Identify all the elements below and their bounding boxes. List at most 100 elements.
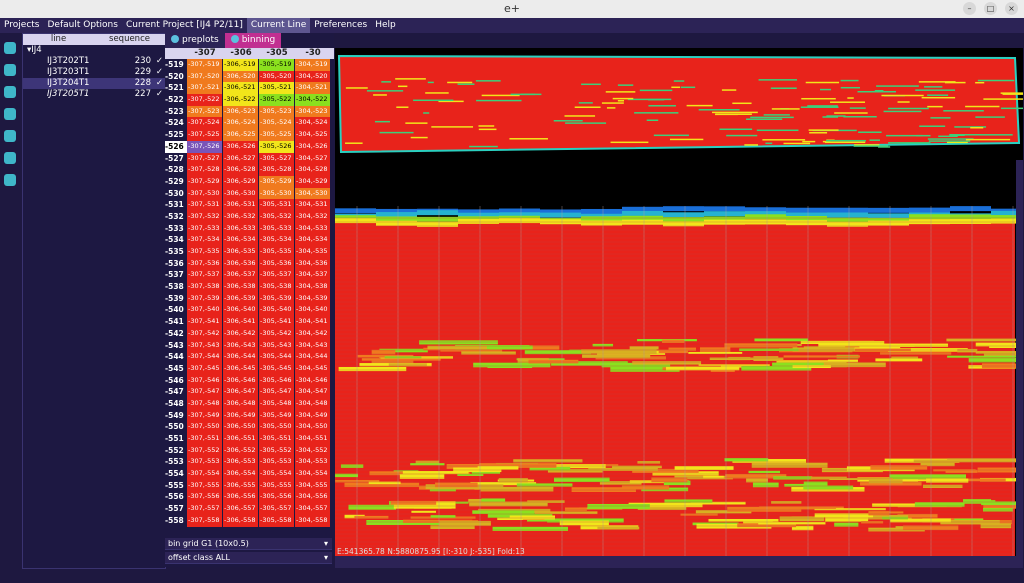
bin-cell[interactable]: -305,-526 xyxy=(259,140,295,153)
bin-cell[interactable]: -307,-537 xyxy=(187,269,223,282)
bin-cell[interactable]: -307,-546 xyxy=(187,374,223,387)
bin-cell[interactable]: -305,-519 xyxy=(259,59,295,71)
bin-cell[interactable]: -305,-557 xyxy=(259,503,295,515)
bin-cell[interactable]: -306,-530 xyxy=(223,187,259,200)
bin-cell[interactable]: -305,-544 xyxy=(259,351,295,363)
bin-cell[interactable]: -304,-545 xyxy=(295,362,331,375)
bin-cell[interactable]: -304,-558 xyxy=(295,514,331,527)
bin-cell[interactable]: -304,-532 xyxy=(295,210,331,223)
maximize[interactable]: □ xyxy=(984,2,997,15)
bin-cell[interactable]: -305,-535 xyxy=(259,246,295,258)
tool[interactable] xyxy=(4,108,16,120)
bin-cell[interactable]: -306,-522 xyxy=(223,94,259,106)
tree-root[interactable]: ▾ IJ4 xyxy=(27,45,42,55)
bin-cell[interactable]: -305,-554 xyxy=(259,468,295,480)
bin-cell[interactable]: -304,-552 xyxy=(295,444,331,457)
bin-cell[interactable]: -304,-538 xyxy=(295,281,331,293)
bin-cell[interactable]: -307,-533 xyxy=(187,222,223,235)
bin-cell[interactable]: -305,-543 xyxy=(259,339,295,352)
bin-cell[interactable]: -307,-530 xyxy=(187,187,223,200)
menu-item[interactable]: Preferences xyxy=(314,20,368,30)
bin-cell[interactable]: -305,-548 xyxy=(259,397,295,410)
bin-cell[interactable]: -305,-549 xyxy=(259,409,295,422)
close[interactable]: × xyxy=(1005,2,1018,15)
bin-cell[interactable]: -306,-541 xyxy=(223,316,259,328)
bin-cell[interactable]: -306,-555 xyxy=(223,479,259,492)
bin-cell[interactable]: -305,-540 xyxy=(259,304,295,317)
tool[interactable] xyxy=(4,174,16,186)
bin-cell[interactable]: -304,-525 xyxy=(295,129,331,141)
bin-cell[interactable]: -304,-554 xyxy=(295,468,331,480)
bin-cell[interactable]: -306,-529 xyxy=(223,175,259,188)
bin-cell[interactable]: -307,-549 xyxy=(187,409,223,422)
bin-cell[interactable]: -307,-536 xyxy=(187,257,223,270)
bin-cell[interactable]: -305,-529 xyxy=(259,175,295,188)
menu-item[interactable]: Help xyxy=(375,20,396,30)
bin-cell[interactable]: -304,-535 xyxy=(295,246,331,258)
bin-cell[interactable]: -307,-552 xyxy=(187,444,223,457)
tree-row[interactable]: IJ3T204T1 228 ✓ xyxy=(23,78,165,89)
bin-cell[interactable]: -305,-541 xyxy=(259,316,295,328)
bin-cell[interactable]: -305,-530 xyxy=(259,187,295,200)
bin-cell[interactable]: -307,-523 xyxy=(187,105,223,118)
minimize[interactable]: – xyxy=(963,2,976,15)
bin-cell[interactable]: -306,-524 xyxy=(223,117,259,130)
bin-cell[interactable]: -306,-525 xyxy=(223,129,259,141)
bin-cell[interactable]: -306,-543 xyxy=(223,339,259,352)
bin-cell[interactable]: -305,-531 xyxy=(259,199,295,211)
bin-cell[interactable]: -307,-531 xyxy=(187,199,223,211)
bin-cell[interactable]: -304,-553 xyxy=(295,456,331,469)
bin-cell[interactable]: -305,-520 xyxy=(259,70,295,83)
bin-cell[interactable]: -305,-547 xyxy=(259,386,295,398)
bin-cell[interactable]: -304,-539 xyxy=(295,292,331,305)
bin-cell[interactable]: -307,-529 xyxy=(187,175,223,188)
bin-cell[interactable]: -304,-522 xyxy=(295,94,331,106)
bin-cell[interactable]: -305,-546 xyxy=(259,374,295,387)
bin-cell[interactable]: -306,-553 xyxy=(223,456,259,469)
bin-cell[interactable]: -305,-525 xyxy=(259,129,295,141)
bin-cell[interactable]: -307,-541 xyxy=(187,316,223,328)
bin-cell[interactable]: -306,-534 xyxy=(223,234,259,246)
bin-cell[interactable]: -306,-546 xyxy=(223,374,259,387)
bin-cell[interactable]: -306,-552 xyxy=(223,444,259,457)
bin-cell[interactable]: -306,-532 xyxy=(223,210,259,223)
bin-cell[interactable]: -305,-537 xyxy=(259,269,295,282)
bin-cell[interactable]: -305,-545 xyxy=(259,362,295,375)
bin-cell[interactable]: -306,-558 xyxy=(223,514,259,527)
bin-cell[interactable]: -304,-543 xyxy=(295,339,331,352)
bin-cell[interactable]: -305,-556 xyxy=(259,491,295,504)
bin-cell[interactable]: -306,-545 xyxy=(223,362,259,375)
bin-cell[interactable]: -307,-528 xyxy=(187,164,223,176)
bin-cell[interactable]: -304,-550 xyxy=(295,421,331,433)
menu-item[interactable]: Current Line xyxy=(246,18,311,33)
bin-cell[interactable]: -306,-542 xyxy=(223,327,259,340)
bin-cell[interactable]: -304,-540 xyxy=(295,304,331,317)
bin-cell[interactable]: -306,-531 xyxy=(223,199,259,211)
tool[interactable] xyxy=(4,64,16,76)
tool[interactable] xyxy=(4,130,16,142)
bin-cell[interactable]: -305,-528 xyxy=(259,164,295,176)
bin-cell[interactable]: -304,-555 xyxy=(295,479,331,492)
bin-cell[interactable]: -306,-549 xyxy=(223,409,259,422)
bin-cell[interactable]: -306,-548 xyxy=(223,397,259,410)
bin-cell[interactable]: -306,-536 xyxy=(223,257,259,270)
bin-cell[interactable]: -307,-520 xyxy=(187,70,223,83)
bin-cell[interactable]: -305,-552 xyxy=(259,444,295,457)
bin-cell[interactable]: -307,-557 xyxy=(187,503,223,515)
menu-item[interactable]: Default Options xyxy=(47,20,118,30)
bin-cell[interactable]: -304,-526 xyxy=(295,140,331,153)
bin-cell[interactable]: -304,-541 xyxy=(295,316,331,328)
bin-cell[interactable]: -307,-534 xyxy=(187,234,223,246)
tree-row[interactable]: IJ3T205T1 227 ✓ xyxy=(23,89,165,100)
bin-cell[interactable]: -307,-535 xyxy=(187,246,223,258)
bin-cell[interactable]: -307,-524 xyxy=(187,117,223,130)
bin-cell[interactable]: -307,-556 xyxy=(187,491,223,504)
bin-cell[interactable]: -306,-528 xyxy=(223,164,259,176)
bin-cell[interactable]: -306,-539 xyxy=(223,292,259,305)
tool[interactable] xyxy=(4,42,16,54)
bin-cell[interactable]: -305,-555 xyxy=(259,479,295,492)
bin-cell[interactable]: -304,-519 xyxy=(295,59,331,71)
bin-cell[interactable]: -305,-534 xyxy=(259,234,295,246)
bin-cell[interactable]: -305,-558 xyxy=(259,514,295,527)
bin-cell[interactable]: -304,-546 xyxy=(295,374,331,387)
